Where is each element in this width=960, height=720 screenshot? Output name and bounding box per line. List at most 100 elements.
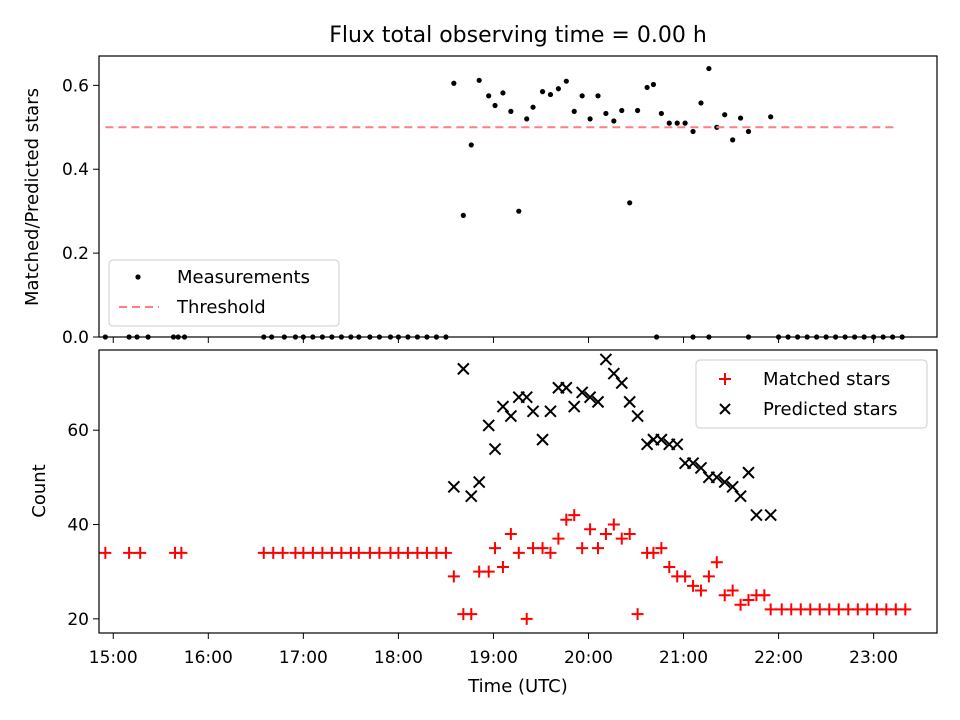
predicted-star-point	[710, 471, 724, 484]
matched-star-point	[496, 560, 509, 573]
predicted-star-point	[726, 480, 739, 493]
x-axis-label: Time (UTC)	[467, 676, 568, 697]
measurement-point	[460, 212, 466, 218]
matched-star-point	[99, 546, 112, 559]
bottom-series-layer	[99, 353, 912, 625]
matched-star-point	[134, 546, 147, 559]
predicted-star-point	[734, 490, 747, 503]
y-tick-label: 60	[67, 421, 89, 441]
x-tick-label: 20:00	[564, 648, 613, 668]
measurement-point	[587, 116, 593, 122]
matched-star-point	[615, 532, 628, 545]
measurement-point	[737, 115, 744, 121]
matched-star-point	[520, 612, 533, 625]
predicted-star-point	[623, 395, 636, 409]
measurement-point	[674, 120, 680, 126]
measurement-point	[682, 120, 688, 126]
top-legend: Measurements Threshold	[108, 259, 340, 327]
matched-star-point	[123, 546, 136, 559]
y-tick-label: 20	[67, 610, 89, 630]
predicted-star-point	[686, 456, 700, 470]
matched-star-point	[352, 546, 365, 559]
predicted-star-point	[764, 508, 777, 522]
matched-star-point	[584, 523, 597, 536]
x-tick-label: 17:00	[279, 648, 328, 668]
matched-star-point	[465, 608, 478, 621]
legend-label-predicted: Predicted stars	[763, 399, 897, 420]
matched-star-point	[655, 542, 668, 555]
measurement-point	[768, 114, 774, 120]
measurement-point	[547, 91, 554, 98]
top-plot-frame	[98, 55, 938, 338]
top-series-layer	[102, 65, 905, 340]
measurement-point	[722, 112, 728, 118]
predicted-star-point	[472, 475, 486, 489]
predicted-star-point	[583, 390, 597, 404]
predicted-star-point	[655, 433, 668, 446]
bottom-y-ticks: 20 40 60	[67, 421, 875, 639]
measurement-point	[706, 65, 712, 72]
predicted-star-point	[694, 461, 708, 475]
predicted-star-point	[544, 405, 557, 418]
predicted-star-point	[607, 367, 621, 380]
x-tick-label: 18:00	[374, 648, 423, 668]
x-tick-label: 23:00	[849, 648, 898, 668]
predicted-star-point	[575, 386, 589, 399]
matched-star-point	[702, 570, 715, 583]
matched-star-point	[694, 584, 707, 597]
matched-star-point	[718, 589, 731, 602]
matched-star-point	[734, 598, 747, 611]
measurement-point	[658, 110, 664, 117]
legend-marker-predicted	[719, 403, 731, 415]
x-tick-label: 19:00	[469, 648, 518, 668]
x-tick-label: 22:00	[754, 648, 803, 668]
predicted-star-point	[615, 376, 628, 390]
top-legend-box	[108, 259, 340, 327]
predicted-star-point	[742, 466, 755, 479]
matched-star-point	[599, 527, 612, 540]
legend-marker-matched	[719, 373, 731, 385]
measurement-point	[563, 78, 569, 84]
matched-star-point	[373, 546, 386, 559]
measurement-point	[492, 102, 498, 109]
legend-label-measurements: Measurements	[177, 267, 310, 288]
measurement-point	[539, 89, 546, 95]
predicted-star-point	[526, 405, 540, 418]
measurement-point	[508, 108, 514, 114]
predicted-star-point	[536, 433, 549, 446]
matched-star-point	[568, 509, 581, 522]
predicted-star-point	[718, 475, 731, 489]
matched-star-point	[742, 593, 755, 606]
y-tick-label: 40	[67, 516, 89, 536]
measurement-point	[555, 86, 561, 92]
bottom-legend-box	[695, 359, 928, 429]
matched-star-point	[482, 565, 495, 578]
matched-star-point	[764, 603, 777, 616]
predicted-star-point	[670, 438, 684, 451]
predicted-star-point	[640, 438, 654, 451]
matched-star-point	[512, 546, 525, 559]
y-tick-label: 0.6	[62, 76, 89, 96]
matched-star-point	[536, 542, 549, 555]
x-tick-label: 15:00	[89, 648, 138, 668]
measurement-point	[516, 208, 522, 214]
predicted-star-point	[750, 508, 763, 522]
matched-star-point	[544, 546, 557, 559]
matched-star-point	[758, 589, 771, 602]
measurement-point	[690, 128, 696, 135]
predicted-star-point	[457, 362, 470, 376]
matched-star-point	[647, 546, 660, 559]
matched-star-point	[726, 584, 739, 597]
measurement-point	[650, 81, 657, 88]
x-ticks: 15:00 16:00 17:00 18:00 19:00 20:00 21:00 22:00…	[89, 648, 898, 668]
bottom-plot-area: 20 40 60 15:00 16:00 17:00 18:00 19:00 20:00 21:…	[29, 349, 938, 697]
predicted-star-point	[482, 419, 495, 432]
predicted-star-point	[591, 395, 605, 409]
matched-star-point	[631, 608, 644, 621]
matched-star-point	[899, 603, 912, 616]
x-tick-label: 16:00	[184, 648, 233, 668]
measurement-point	[745, 128, 752, 135]
measurement-point	[530, 104, 536, 110]
measurement-point	[603, 110, 609, 117]
